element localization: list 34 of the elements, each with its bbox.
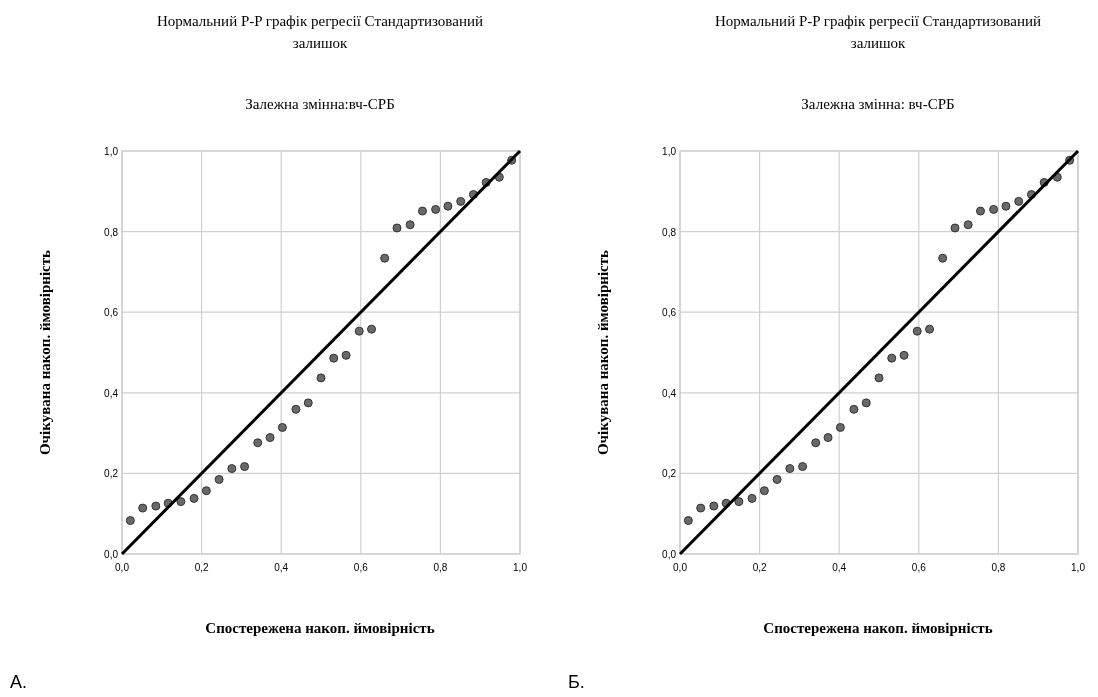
x-tick-label: 0,6: [353, 562, 369, 573]
y-tick-label: 1,0: [104, 146, 119, 157]
y-tick-label: 0,2: [662, 468, 677, 480]
y-tick-label: 0,0: [662, 549, 677, 560]
x-axis-title: Спостережена накоп. ймовірність: [763, 620, 993, 636]
chart-title: Нормальний P-P графік регресії Стандартизований залишок: [156, 13, 484, 51]
chart-subtitle: Залежна змінна: вч-СРБ: [801, 96, 955, 112]
y-tick-label: 0,4: [104, 387, 119, 399]
y-tick-label: 0,8: [662, 226, 677, 238]
y-axis-title: Очікувана накоп. ймовірність: [37, 249, 53, 456]
y-axis-title: Очікувана накоп. ймовірність: [595, 249, 611, 456]
x-tick-label: 0,2: [194, 562, 209, 573]
y-tick-label: 0,2: [104, 468, 119, 480]
x-axis-title: Спостережена накоп. ймовірність: [205, 620, 435, 636]
y-tick-label: 0,6: [662, 307, 677, 319]
x-tick-label: 0,6: [911, 562, 927, 573]
chart-subtitle: Залежна змінна:вч-СРБ: [245, 96, 395, 112]
x-tick-label: 0,8: [433, 562, 448, 573]
text: А.: [10, 672, 28, 692]
x-tick-label: 1,0: [513, 562, 528, 573]
x-tick-label: 0,8: [991, 562, 1006, 573]
y-tick-label: 0,8: [104, 226, 119, 238]
x-tick-label: 1,0: [1071, 562, 1086, 573]
x-tick-label: 0,4: [274, 562, 289, 573]
x-tick-label: 0,0: [673, 562, 688, 573]
x-tick-label: 0,4: [832, 562, 847, 573]
x-tick-label: 0,2: [752, 562, 767, 573]
x-tick-label: 0,0: [115, 562, 130, 573]
chart-title: Нормальний P-P графік регресії Стандартизований залишок: [714, 13, 1042, 51]
y-tick-label: 0,6: [104, 307, 119, 319]
y-tick-label: 1,0: [662, 146, 677, 157]
y-tick-label: 0,4: [662, 387, 677, 399]
y-tick-label: 0,0: [104, 549, 119, 560]
text: Б.: [568, 672, 585, 692]
